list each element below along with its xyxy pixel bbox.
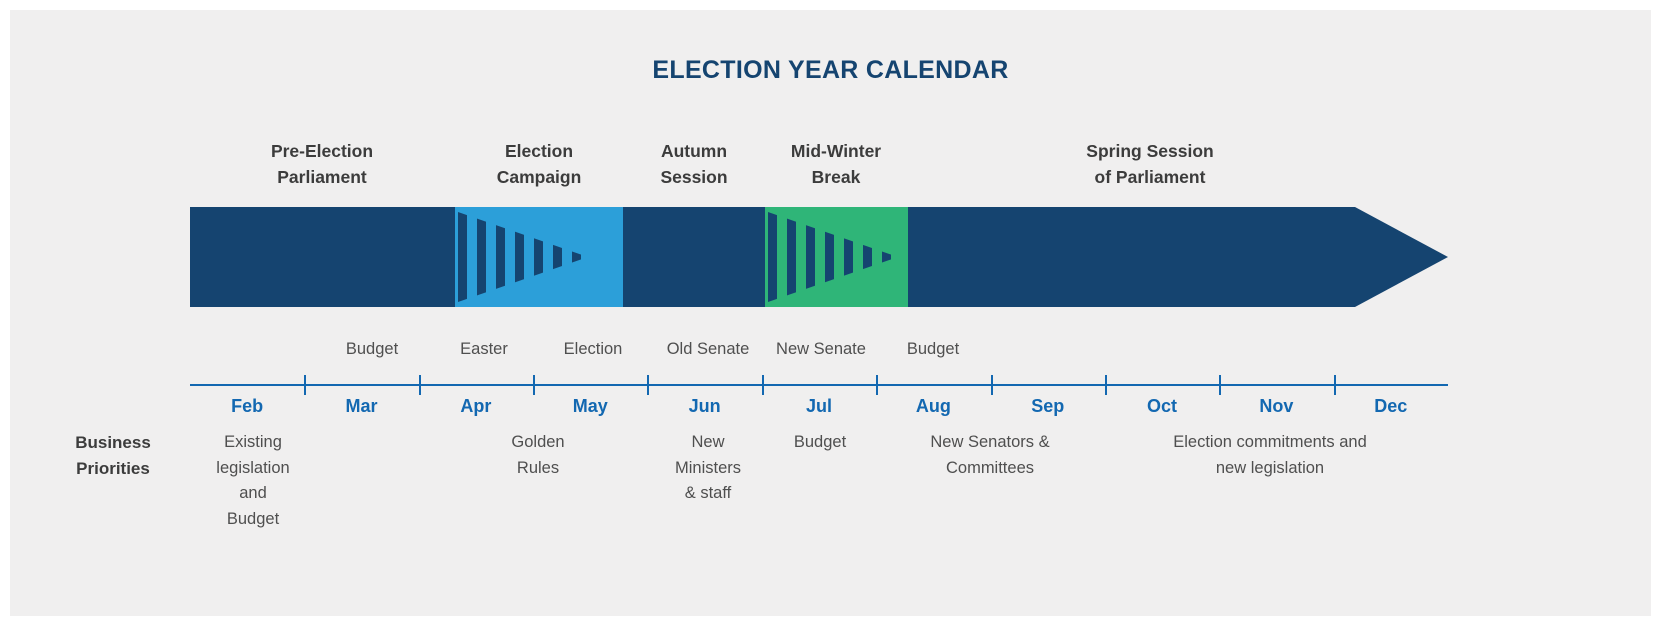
- business-priorities-label: Business Priorities: [75, 433, 151, 479]
- month-label-jul: Jul: [805, 396, 832, 416]
- priority-new-senators: New Senators & Committees: [930, 433, 1050, 477]
- page-title: ELECTION YEAR CALENDAR: [652, 56, 1009, 84]
- priority-golden-rules: Golden Rules: [511, 433, 565, 477]
- phase-label-mid-winter-break: Mid-Winter Break: [790, 141, 882, 188]
- month-label-feb: Feb: [231, 396, 264, 416]
- phase-label-spring-session: Spring Session of Parliament: [1086, 141, 1214, 188]
- event-label-budget-mar: Budget: [345, 340, 399, 358]
- axis-tick: [533, 375, 536, 395]
- month-labels-row: Feb Mar Apr May Jun Jul Aug Sep Oct Nov …: [190, 396, 1448, 417]
- axis-tick: [876, 375, 879, 395]
- phase-label-election-campaign: Election Campaign: [496, 141, 582, 188]
- priority-existing-legislation: Existing legislation and Budget: [216, 433, 290, 528]
- month-label-sep: Sep: [1031, 396, 1065, 416]
- month-label-nov: Nov: [1259, 396, 1294, 416]
- campaign-transition-stripes: [458, 212, 588, 302]
- timeline-bar: [190, 207, 1355, 307]
- priority-new-ministers: New Ministers & staff: [674, 433, 742, 503]
- month-label-dec: Dec: [1374, 396, 1408, 416]
- month-axis: [190, 375, 1448, 395]
- axis-tick: [647, 375, 650, 395]
- month-label-mar: Mar: [345, 396, 378, 416]
- axis-tick: [990, 375, 993, 395]
- axis-tick: [1219, 375, 1222, 395]
- axis-tick: [1104, 375, 1107, 395]
- break-transition-stripes: [768, 212, 898, 302]
- event-label-new-senate: New Senate: [776, 340, 866, 358]
- priority-budget: Budget: [793, 433, 847, 451]
- month-label-aug: Aug: [915, 396, 951, 416]
- event-label-easter: Easter: [460, 340, 508, 358]
- axis-tick: [304, 375, 307, 395]
- priority-election-commitments: Election commitments and new legislation: [1173, 433, 1367, 477]
- axis-tick: [1333, 375, 1336, 395]
- background-panel: [10, 10, 1651, 616]
- month-label-may: May: [572, 396, 608, 416]
- event-label-budget-aug: Budget: [906, 340, 960, 358]
- month-label-oct: Oct: [1147, 396, 1178, 416]
- axis-tick: [761, 375, 764, 395]
- mid-winter-break-segment: [765, 207, 908, 307]
- month-label-jun: Jun: [688, 396, 721, 416]
- phase-label-pre-election-parliament: Pre-Election Parliament: [270, 141, 374, 188]
- event-label-election: Election: [563, 340, 623, 358]
- event-label-old-senate: Old Senate: [666, 340, 750, 358]
- axis-tick: [418, 375, 421, 395]
- month-label-apr: Apr: [460, 396, 492, 416]
- election-campaign-segment: [455, 207, 623, 307]
- phase-label-autumn-session: Autumn Session: [660, 141, 728, 188]
